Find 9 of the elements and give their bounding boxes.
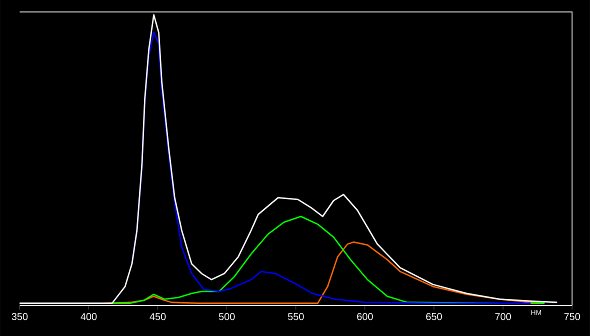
x-tick-label: 750 [564, 312, 580, 320]
x-tick-label: 450 [150, 312, 166, 320]
x-tick-label: 650 [426, 312, 442, 320]
x-tick-label: 350 [12, 312, 28, 320]
x-tick-label: 700 [495, 312, 511, 320]
x-tick-label: 600 [357, 312, 373, 320]
x-tick-label: 500 [218, 312, 235, 320]
x-tick-label: 400 [80, 312, 97, 320]
x-tick-label: 550 [288, 312, 304, 320]
